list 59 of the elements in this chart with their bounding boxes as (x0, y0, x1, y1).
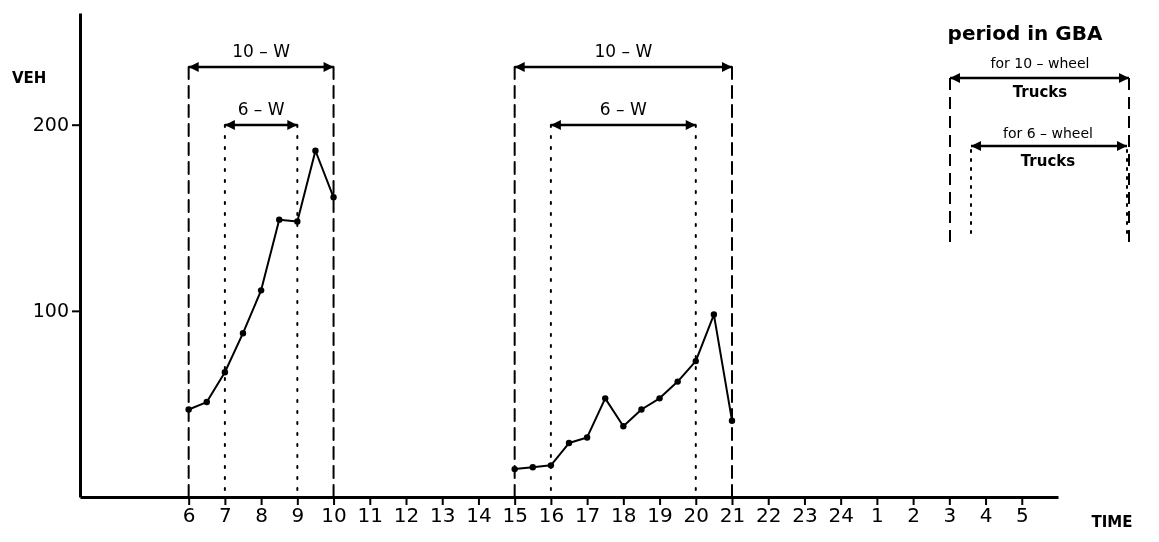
x-tick-label: 15 (502, 503, 528, 528)
x-tick-label: 17 (574, 503, 601, 528)
x-tick-label: 2 (907, 503, 920, 528)
point (602, 395, 609, 402)
x-tick-label: 14 (466, 503, 492, 528)
x-tick-label: 18 (611, 503, 637, 528)
annotation: Trucks (1020, 152, 1076, 170)
y-axis-title: VEH (12, 69, 47, 87)
point (511, 465, 518, 473)
x-tick-label: 4 (979, 503, 993, 528)
point (185, 406, 192, 413)
annotation: 10 – W (594, 41, 653, 61)
x-tick-label: 21 (719, 503, 746, 528)
annotation: for 6 – wheel (1003, 125, 1093, 141)
x-tick-label: 5 (1015, 503, 1029, 528)
point (257, 287, 265, 294)
x-axis-title: TIME (1091, 513, 1133, 531)
annotation: Trucks (1012, 83, 1068, 101)
point (565, 439, 573, 447)
y-tick-label: 100 (32, 299, 69, 322)
annotation: 6 – W (599, 99, 647, 119)
point (239, 329, 247, 337)
annotation: 10 – W (232, 41, 291, 61)
x-tick-label: 3 (943, 503, 957, 528)
x-tick-label: 20 (683, 503, 709, 528)
x-tick-label: 19 (647, 503, 673, 528)
point (638, 406, 645, 413)
x-tick-label: 13 (430, 503, 456, 528)
x-tick-label: 10 (321, 503, 347, 528)
point (276, 216, 283, 223)
annotation: 6 – W (237, 99, 285, 119)
x-tick-label: 22 (756, 503, 782, 528)
point (529, 464, 536, 471)
x-tick-label: 1 (871, 503, 884, 528)
x-tick-label: 24 (828, 503, 854, 528)
point (656, 395, 663, 402)
annotation: period in GBA (947, 21, 1103, 45)
point (710, 311, 718, 318)
point (583, 434, 591, 441)
point (547, 462, 555, 469)
x-tick-label: 6 (182, 503, 196, 528)
x-tick-label: 12 (393, 503, 420, 528)
point (692, 357, 699, 365)
x-tick-label: 8 (255, 503, 268, 528)
point (330, 194, 337, 201)
point (312, 147, 319, 154)
annotation: for 10 – wheel (990, 55, 1090, 71)
point (728, 417, 736, 424)
x-tick-label: 23 (792, 503, 818, 528)
point (674, 378, 681, 385)
point (294, 218, 301, 225)
point (203, 398, 210, 406)
point (620, 423, 627, 430)
x-tick-label: 16 (538, 503, 565, 528)
point (221, 369, 229, 376)
x-tick-label: 7 (219, 503, 232, 528)
x-tick-label: 11 (357, 503, 383, 528)
x-tick-label: 9 (291, 503, 305, 528)
y-tick-label: 200 (32, 113, 69, 136)
